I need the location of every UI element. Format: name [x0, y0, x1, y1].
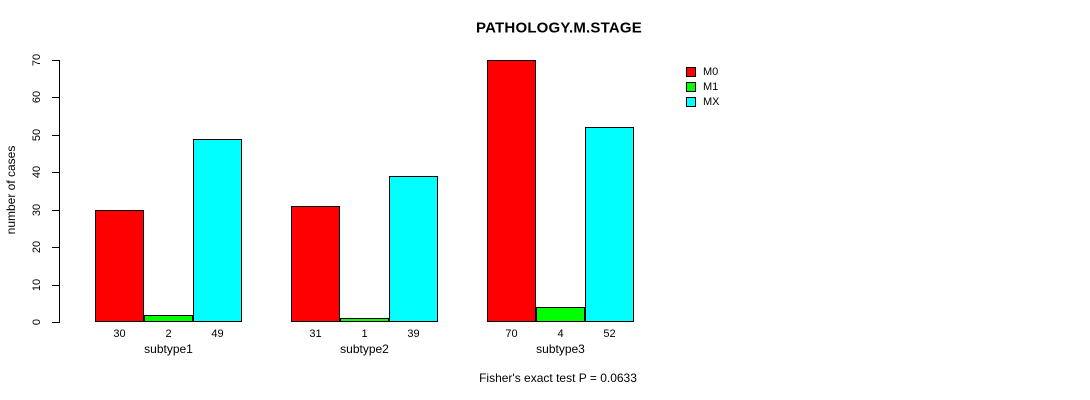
bar-value-M0-subtype1: 30 [113, 328, 126, 340]
x-category-label: subtype1 [144, 342, 193, 356]
y-tick-mark [52, 284, 59, 286]
y-tick-label: 20 [31, 241, 43, 254]
y-tick-mark [52, 134, 59, 136]
chart-title: PATHOLOGY.M.STAGE [476, 19, 642, 37]
bar-value-M0-subtype2: 31 [309, 328, 322, 340]
bar-value-MX-subtype2: 39 [407, 328, 420, 340]
bar-M0-subtype3 [487, 60, 536, 322]
x-category-label: subtype3 [536, 342, 585, 356]
bar-value-M1-subtype1: 2 [165, 328, 172, 340]
bar-M0-subtype1 [95, 210, 144, 322]
bar-MX-subtype3 [585, 127, 634, 322]
y-tick-mark [52, 60, 59, 61]
y-tick-label: 40 [31, 166, 43, 179]
stat-annotation: Fisher's exact test P = 0.0633 [479, 371, 637, 385]
y-tick-label: 50 [31, 128, 43, 141]
y-tick-mark [52, 322, 59, 323]
legend-label-MX: MX [703, 96, 720, 108]
bar-value-MX-subtype3: 52 [603, 328, 616, 340]
bar-M1-subtype2 [340, 318, 389, 322]
y-tick-label: 0 [31, 318, 43, 326]
y-tick-mark [52, 209, 59, 211]
bar-M1-subtype3 [536, 307, 585, 322]
y-tick-label: 30 [31, 203, 43, 216]
bar-M0-subtype2 [291, 206, 340, 322]
bar-value-M0-subtype3: 70 [505, 328, 518, 340]
y-tick-label: 10 [31, 278, 43, 291]
bar-MX-subtype1 [193, 139, 242, 322]
legend-label-M0: M0 [703, 66, 719, 78]
y-tick-mark [52, 247, 59, 249]
legend-swatch-M1 [686, 82, 696, 92]
y-axis-line [59, 60, 60, 323]
legend-swatch-M0 [686, 67, 696, 77]
y-axis-label: number of cases [4, 145, 18, 235]
legend-label-M1: M1 [703, 81, 719, 93]
y-tick-mark [52, 97, 59, 99]
bar-value-MX-subtype1: 49 [211, 328, 224, 340]
legend-swatch-MX [686, 97, 696, 107]
bar-MX-subtype2 [389, 176, 438, 322]
y-tick-label: 70 [31, 53, 43, 67]
bar-M1-subtype1 [144, 315, 193, 322]
bar-value-M1-subtype2: 1 [361, 328, 368, 340]
bar-value-M1-subtype3: 4 [557, 328, 564, 340]
y-tick-label: 60 [31, 91, 43, 104]
y-tick-mark [52, 172, 59, 174]
x-category-label: subtype2 [340, 342, 389, 356]
